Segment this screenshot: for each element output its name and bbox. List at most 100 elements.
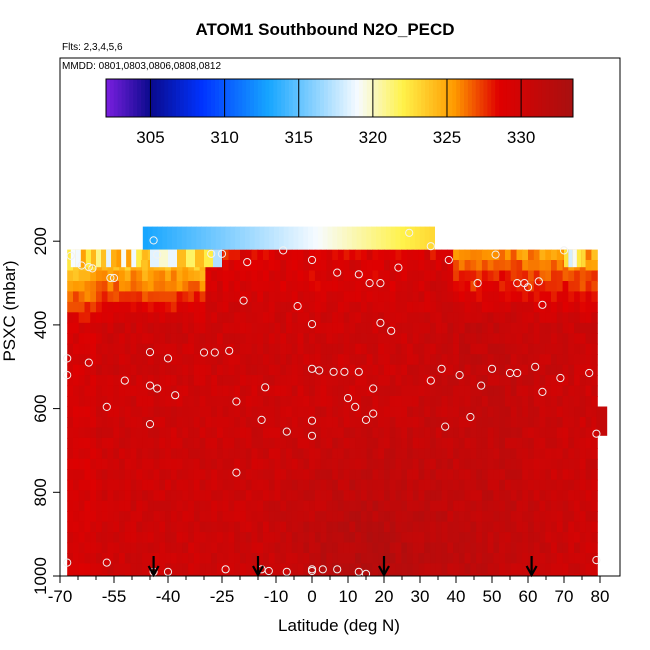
heatmap-cell: [107, 500, 114, 512]
heatmap-cell: [395, 322, 402, 334]
heatmap-cell: [522, 385, 529, 397]
heatmap-cell: [591, 322, 598, 334]
heatmap-cell: [453, 333, 460, 345]
heatmap-cell: [320, 573, 327, 576]
heatmap-cell: [96, 458, 103, 470]
heatmap-cell: [274, 364, 281, 376]
heatmap-cell: [205, 573, 212, 576]
heatmap-cell: [395, 375, 402, 387]
heatmap-cell: [470, 343, 477, 355]
colorbar-segment: [553, 79, 558, 117]
heatmap-cell: [182, 385, 189, 397]
heatmap-cell: [533, 573, 541, 576]
heatmap-cell: [453, 343, 460, 355]
heatmap-cell: [355, 260, 362, 272]
heatmap-cell: [378, 553, 385, 565]
heatmap-cell: [545, 270, 552, 282]
heatmap-cell: [182, 542, 189, 554]
heatmap-cell: [453, 532, 460, 544]
colorbar-segment: [405, 79, 410, 117]
colorbar-segment: [565, 79, 570, 117]
heatmap-cell: [528, 260, 535, 272]
heatmap-cell: [499, 301, 506, 313]
heatmap-cell: [101, 553, 109, 565]
heatmap-cell: [217, 417, 224, 429]
heatmap-cell: [245, 270, 253, 282]
heatmap-cell: [430, 312, 437, 324]
heatmap-cell: [245, 469, 253, 481]
heatmap-cell: [101, 479, 109, 491]
heatmap-cell: [585, 437, 592, 449]
heatmap-cell: [533, 521, 541, 533]
heatmap-cell: [562, 521, 569, 533]
heatmap-cell: [551, 260, 558, 272]
heatmap-cell: [268, 437, 276, 449]
heatmap-cell: [430, 521, 437, 533]
heatmap-cell: [522, 270, 529, 282]
heatmap-cell: [384, 281, 391, 293]
heatmap-cell: [176, 542, 183, 554]
heatmap-cell: [320, 417, 327, 429]
heatmap-cell: [458, 511, 466, 523]
strat-segment-cell: [380, 226, 387, 250]
heatmap-cell: [257, 437, 264, 449]
heatmap-cell: [395, 270, 402, 282]
heatmap-cell: [286, 417, 293, 429]
heatmap-cell: [389, 469, 397, 481]
heatmap-cell: [516, 322, 523, 334]
heatmap-cell: [349, 532, 356, 544]
heatmap-cell: [407, 500, 414, 512]
heatmap-cell: [291, 448, 299, 460]
sample-point: [333, 268, 342, 277]
heatmap-cell: [142, 260, 149, 272]
heatmap-cell: [510, 511, 518, 523]
heatmap-cell: [447, 542, 454, 554]
heatmap-cell: [516, 427, 523, 439]
heatmap-cell: [297, 427, 304, 439]
heatmap-cell: [188, 490, 195, 502]
heatmap-cell: [585, 322, 592, 334]
heatmap-cell: [337, 469, 345, 481]
heatmap-cell: [251, 406, 258, 418]
heatmap-cell: [90, 500, 97, 512]
heatmap-cell: [228, 448, 235, 460]
heatmap-cell: [458, 573, 466, 576]
heatmap-cell: [361, 542, 368, 554]
heatmap-cell: [510, 490, 518, 502]
heatmap-cell: [453, 521, 460, 533]
heatmap-cell: [297, 573, 304, 576]
heatmap-cell: [481, 396, 489, 408]
heatmap-cell: [73, 469, 80, 481]
heatmap-cell: [412, 260, 420, 272]
heatmap-cell: [493, 375, 500, 387]
sample-point: [592, 556, 601, 565]
heatmap-cell: [556, 396, 564, 408]
heatmap-cell: [384, 511, 391, 523]
heatmap-cell: [349, 385, 356, 397]
heatmap-cell: [314, 375, 322, 387]
heatmap-cell: [124, 479, 132, 491]
sample-point: [473, 279, 482, 288]
heatmap-cell: [84, 553, 91, 565]
heatmap-cell: [96, 573, 103, 576]
heatmap-cell: [176, 301, 183, 313]
heatmap-cell: [435, 281, 443, 293]
heatmap-cell: [337, 312, 345, 324]
heatmap-cell: [545, 469, 552, 481]
heatmap-cell: [199, 312, 207, 324]
x-tick-label: 50: [483, 587, 502, 606]
heatmap-cell: [314, 479, 322, 491]
heatmap-cell: [67, 249, 74, 261]
heatmap-cell: [182, 354, 189, 366]
heatmap-cell: [159, 396, 166, 408]
heatmap-cell: [458, 448, 466, 460]
heatmap-cell: [320, 291, 327, 303]
heatmap-cell: [234, 458, 241, 470]
colorbar-segment: [327, 79, 333, 117]
heatmap-cell: [556, 385, 564, 397]
heatmap-cell: [170, 500, 178, 512]
heatmap-cell: [240, 553, 247, 565]
heatmap-cell: [222, 322, 230, 334]
heatmap-cell: [481, 521, 489, 533]
